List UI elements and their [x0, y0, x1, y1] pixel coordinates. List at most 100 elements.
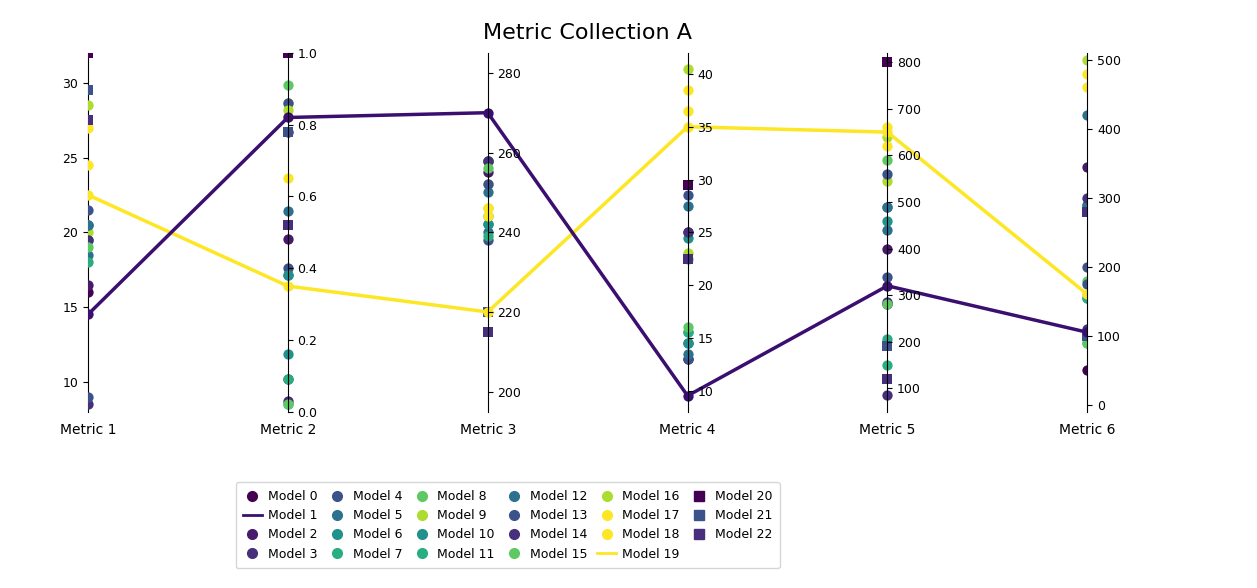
Point — [78, 235, 98, 245]
Point — [278, 127, 298, 136]
Point — [1077, 366, 1097, 375]
Point — [278, 220, 298, 230]
Point — [1077, 69, 1097, 78]
Point — [1077, 293, 1097, 302]
Point — [78, 161, 98, 170]
Point — [1077, 328, 1097, 337]
Point — [877, 58, 897, 67]
Point — [678, 201, 698, 211]
Point — [478, 188, 498, 197]
Point — [478, 219, 498, 229]
Point — [877, 202, 897, 211]
Point — [478, 203, 498, 213]
Point — [877, 216, 897, 225]
Point — [877, 155, 897, 165]
Point — [478, 156, 498, 165]
Point — [678, 254, 698, 263]
Point — [78, 235, 98, 245]
Point — [78, 220, 98, 229]
Point — [678, 254, 698, 263]
Point — [1077, 331, 1097, 340]
Point — [478, 180, 498, 189]
Point — [1077, 290, 1097, 299]
Point — [278, 235, 298, 244]
Point — [478, 415, 498, 425]
Point — [678, 254, 698, 263]
Point — [478, 203, 498, 213]
Point — [278, 174, 298, 183]
Point — [678, 322, 698, 332]
Point — [1077, 193, 1097, 202]
Point — [78, 123, 98, 132]
Point — [678, 354, 698, 363]
Point — [877, 335, 897, 344]
Point — [877, 342, 897, 351]
Point — [278, 396, 298, 406]
Point — [478, 180, 498, 189]
Point — [1077, 262, 1097, 272]
Point — [877, 225, 897, 235]
Point — [1077, 279, 1097, 289]
Point — [78, 86, 98, 95]
Point — [877, 202, 897, 211]
Point — [1077, 324, 1097, 333]
Point — [877, 272, 897, 281]
Point — [877, 360, 897, 370]
Point — [78, 399, 98, 409]
Point — [78, 101, 98, 110]
Point — [1077, 293, 1097, 302]
Point — [877, 300, 897, 309]
Point — [278, 400, 298, 409]
Point — [78, 228, 98, 237]
Point — [678, 228, 698, 237]
Point — [1077, 338, 1097, 348]
Point — [278, 98, 298, 108]
Point — [678, 191, 698, 200]
Point — [78, 280, 98, 289]
Point — [278, 375, 298, 384]
Point — [278, 375, 298, 384]
Point — [278, 349, 298, 359]
Point — [278, 48, 298, 58]
Point — [678, 228, 698, 237]
Point — [1077, 55, 1097, 65]
Point — [678, 233, 698, 242]
Point — [1077, 83, 1097, 92]
Title: Metric Collection A: Metric Collection A — [483, 23, 693, 43]
Point — [678, 180, 698, 189]
Point — [678, 354, 698, 363]
Point — [78, 392, 98, 402]
Point — [1077, 338, 1097, 348]
Point — [678, 349, 698, 358]
Point — [678, 338, 698, 348]
Point — [278, 270, 298, 280]
Point — [478, 212, 498, 221]
Point — [678, 328, 698, 337]
Point — [478, 156, 498, 165]
Point — [278, 113, 298, 122]
Point — [877, 176, 897, 186]
Point — [1077, 162, 1097, 172]
Point — [278, 270, 298, 280]
Point — [478, 212, 498, 221]
Point — [278, 282, 298, 291]
Point — [877, 300, 897, 309]
Point — [1077, 207, 1097, 216]
Point — [877, 298, 897, 307]
Point — [478, 164, 498, 173]
Point — [478, 228, 498, 237]
Point — [78, 115, 98, 125]
Point — [877, 141, 897, 151]
Point — [478, 327, 498, 336]
Legend: Model 0, Model 1, Model 2, Model 3, Model 4, Model 5, Model 6, Model 7, Model 8,: Model 0, Model 1, Model 2, Model 3, Mode… — [235, 482, 779, 568]
Point — [877, 390, 897, 400]
Point — [478, 168, 498, 177]
Point — [1077, 111, 1097, 120]
Point — [478, 232, 498, 241]
Point — [877, 128, 897, 137]
Point — [678, 64, 698, 74]
Point — [478, 219, 498, 229]
Point — [278, 400, 298, 409]
Point — [877, 281, 897, 290]
Point — [678, 338, 698, 348]
